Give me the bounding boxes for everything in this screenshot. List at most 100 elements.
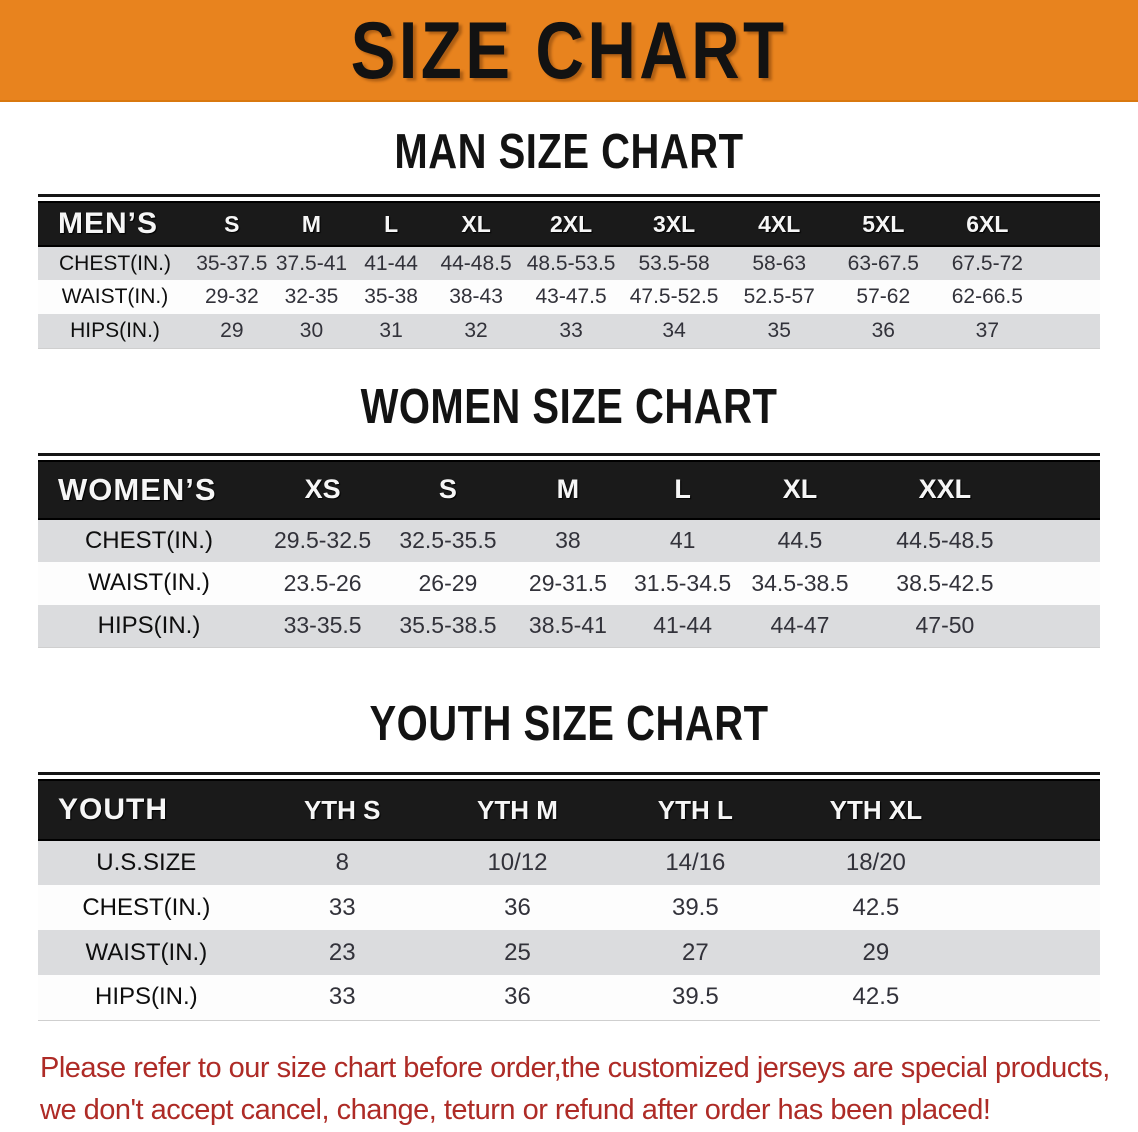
table-title-cell: WOMEN’S [38,459,260,520]
table-header-row: YOUTH YTH S YTH M YTH L YTH XL [38,779,1100,841]
header-filler [1039,201,1100,247]
size-value: 29.5-32.5 [259,518,386,562]
row-label: WAIST(IN.) [38,930,255,975]
size-value: 39.5 [605,885,786,930]
size-value: 32-35 [271,280,352,314]
table-title-cell: MEN’S [38,201,192,247]
size-column-header: L [625,459,740,520]
table-title-cell: YOUTH [38,779,255,841]
size-value: 38 [510,518,626,562]
size-value: 33 [521,314,621,348]
size-row: HIPS(IN.) 29 30 31 32 33 34 35 36 37 [38,314,1100,348]
youth-section-heading-text: YOUTH SIZE CHART [369,697,769,751]
size-column-header: 2XL [521,201,621,247]
size-value: 36 [429,975,606,1020]
size-column-header: XL [430,201,522,247]
size-value: 36 [429,885,606,930]
size-value: 31 [351,314,431,348]
size-value: 41 [625,518,740,562]
size-value: 47-50 [859,604,1030,648]
size-value: 41-44 [351,246,431,280]
banner-title: SIZE CHART [350,5,788,95]
size-value: 35 [727,314,832,348]
row-label: CHEST(IN.) [38,246,192,280]
size-value: 53.5-58 [621,246,728,280]
women-table-top-rule [38,452,1100,456]
size-row: HIPS(IN.) 33 36 39.5 42.5 [38,975,1100,1020]
size-value: 37 [935,314,1040,348]
size-value: 35.5-38.5 [385,604,511,648]
size-value: 57-62 [831,280,936,314]
size-column-header: XL [739,459,860,520]
size-value: 43-47.5 [521,280,621,314]
size-value: 14/16 [605,840,786,885]
youth-size-table: YOUTH YTH S YTH M YTH L YTH XL U.S.SIZE 8 10/12… [38,779,1100,1021]
size-value: 30 [271,314,352,348]
size-value: 31.5-34.5 [625,561,740,605]
header-filler [966,779,1100,841]
footer-disclaimer: Please refer to our size chart before or… [40,1047,1110,1131]
size-value: 23 [254,930,430,975]
row-filler [1029,561,1100,605]
size-value: 34.5-38.5 [739,561,860,605]
size-column-header: S [385,459,511,520]
size-value: 52.5-57 [727,280,832,314]
men-table-top-rule [38,194,1100,197]
row-label: CHEST(IN.) [38,518,260,562]
size-value: 58-63 [727,246,832,280]
size-value: 29-32 [192,280,272,314]
banner: SIZE CHART [0,0,1138,102]
size-column-header: 5XL [831,201,936,247]
size-column-header: XXL [859,459,1030,520]
size-value: 48.5-53.5 [521,246,621,280]
size-value: 44.5 [739,518,860,562]
size-row: CHEST(IN.) 29.5-32.5 32.5-35.5 38 41 44.5 44.5… [38,518,1100,562]
size-column-header: S [192,201,272,247]
men-section-heading: MAN SIZE CHART [0,125,1138,179]
table-header-row: WOMEN’S XS S M L XL XXL [38,459,1100,520]
size-value: 38-43 [430,280,522,314]
table-header-row: MEN’S S M L XL 2XL 3XL 4XL 5XL 6XL [38,201,1100,247]
size-value: 33 [254,885,430,930]
size-value: 44-48.5 [430,246,522,280]
section-men: MAN SIZE CHART MEN’S S M L XL 2XL 3XL 4XL 5XL 6XL… [0,125,1138,349]
size-column-header: XS [259,459,386,520]
size-value: 38.5-42.5 [859,561,1030,605]
section-youth: YOUTH SIZE CHART YOUTH YTH S YTH M YTH L YTH… [0,697,1138,1021]
size-value: 8 [254,840,430,885]
size-value: 33-35.5 [259,604,386,648]
size-column-header: M [510,459,626,520]
size-column-header: YTH L [605,779,786,841]
size-value: 10/12 [429,840,606,885]
size-value: 18/20 [785,840,967,885]
women-section-heading-text: WOMEN SIZE CHART [360,379,778,434]
row-filler [1039,314,1100,348]
row-label: HIPS(IN.) [38,975,255,1020]
size-value: 47.5-52.5 [621,280,728,314]
size-value: 37.5-41 [271,246,352,280]
header-filler [1029,459,1100,520]
size-column-header: L [351,201,431,247]
size-value: 23.5-26 [259,561,386,605]
row-filler [966,975,1100,1020]
size-value: 35-37.5 [192,246,272,280]
size-value: 38.5-41 [510,604,626,648]
row-label: WAIST(IN.) [38,280,192,314]
size-column-header: YTH S [254,779,430,841]
size-row: WAIST(IN.) 23 25 27 29 [38,930,1100,975]
women-section-heading: WOMEN SIZE CHART [0,380,1138,434]
section-women: WOMEN SIZE CHART WOMEN’S XS S M L XL XXL CHEST(… [0,380,1138,648]
women-size-table: WOMEN’S XS S M L XL XXL CHEST(IN.) 29.5-32.5 32.5… [38,459,1100,648]
size-value: 34 [621,314,728,348]
size-value: 32 [430,314,522,348]
size-value: 39.5 [605,975,786,1020]
size-column-header: YTH M [429,779,606,841]
size-row: WAIST(IN.) 23.5-26 26-29 29-31.5 31.5-34.5 34… [38,561,1100,605]
size-column-header: M [271,201,352,247]
row-label: WAIST(IN.) [38,561,260,605]
youth-table-top-rule [38,772,1100,775]
size-column-header: 3XL [621,201,728,247]
size-row: U.S.SIZE 8 10/12 14/16 18/20 [38,840,1100,885]
size-value: 35-38 [351,280,431,314]
disclaimer-line-2: we don't accept cancel, change, teturn o… [40,1093,991,1126]
